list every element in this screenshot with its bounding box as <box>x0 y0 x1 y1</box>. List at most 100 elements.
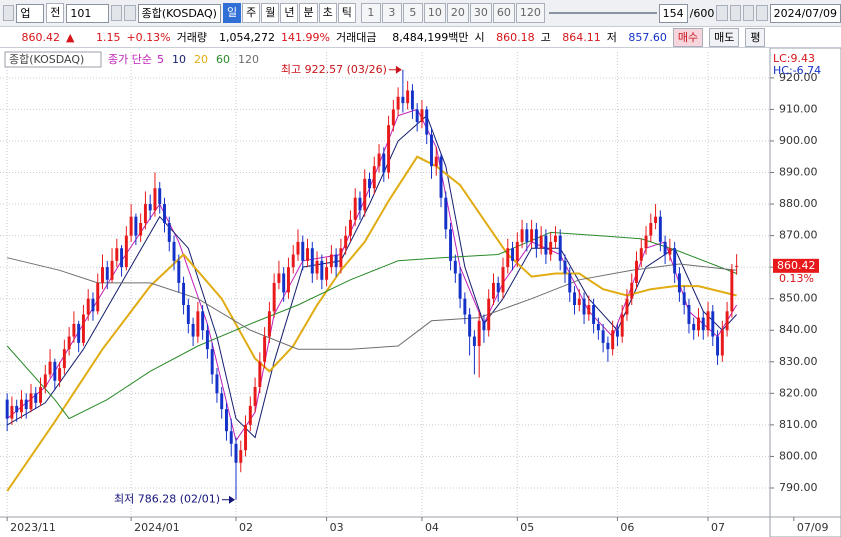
buy-button[interactable]: 매수 <box>672 27 704 47</box>
kind-button[interactable]: 전 <box>46 3 65 23</box>
tool-icon[interactable] <box>729 5 741 21</box>
candle-body <box>482 320 486 331</box>
interval-button[interactable]: 1 <box>360 3 381 23</box>
candle-body <box>596 323 600 331</box>
candle-body <box>487 298 491 331</box>
price-tag-label: 860.42 <box>777 259 816 272</box>
candle-body <box>649 222 653 236</box>
interval-button[interactable]: 120 <box>515 3 545 23</box>
interval-button[interactable]: 3 <box>381 3 402 23</box>
price-axis-panel <box>769 48 841 537</box>
y-tick-label: 800.00 <box>779 449 818 462</box>
y-tick-label: 790.00 <box>779 481 818 494</box>
interval-button[interactable]: 20 <box>446 3 469 23</box>
candle-body <box>630 282 634 299</box>
legend-entry: 20 <box>194 53 208 66</box>
candle-body <box>654 216 658 223</box>
candle-body <box>77 323 81 343</box>
y-tick-label: 850.00 <box>779 292 818 305</box>
y-tick-label: 820.00 <box>779 386 818 399</box>
sound-icon[interactable] <box>124 5 136 21</box>
candle-body <box>706 311 710 331</box>
tool-icon[interactable] <box>742 5 755 21</box>
candle-body <box>449 229 453 261</box>
period-button[interactable]: 초 <box>318 3 337 23</box>
legend-entry: 120 <box>238 53 259 66</box>
y-tick-label: 830.00 <box>779 355 818 368</box>
candle-body <box>248 405 252 425</box>
candle-body <box>24 399 28 410</box>
candle-body <box>19 399 23 413</box>
candle-body <box>410 90 414 110</box>
candle-body <box>229 431 233 444</box>
candle-body <box>139 222 143 236</box>
open: 860.18 <box>496 30 535 44</box>
candle-body <box>320 260 324 280</box>
x-tick-label: 2023/11 <box>10 521 56 534</box>
period-button[interactable]: 년 <box>280 3 299 23</box>
candle-body <box>58 368 62 381</box>
interval-button[interactable]: 60 <box>492 3 515 23</box>
high-label: 고 <box>540 31 551 44</box>
candle-body <box>215 374 219 394</box>
candle-body <box>582 298 586 315</box>
y-tick-label: 880.00 <box>779 197 818 210</box>
interval-button[interactable]: 10 <box>423 3 446 23</box>
annotation: 최저 786.28 (02/01) <box>114 493 220 506</box>
candle-body <box>549 241 553 255</box>
candle-body <box>387 125 391 173</box>
candle-body <box>53 361 57 381</box>
blank-input[interactable] <box>548 12 657 14</box>
chart-background <box>0 48 841 537</box>
candle-body <box>239 450 243 463</box>
period-button[interactable]: 틱 <box>337 3 356 23</box>
eval-button[interactable]: 평 <box>745 27 766 47</box>
tool-icon[interactable] <box>716 5 728 21</box>
candle-body <box>635 260 638 283</box>
legend-entry: 60 <box>216 53 230 66</box>
candle-body <box>158 188 162 205</box>
code-input[interactable]: 101 <box>66 3 109 23</box>
ma-line <box>6 231 737 420</box>
count-input[interactable]: 154 <box>658 3 688 23</box>
x-tick-label: 07 <box>711 521 725 534</box>
market-select[interactable]: 업 <box>16 3 45 23</box>
candle-body <box>458 273 462 299</box>
legend-box <box>4 51 102 68</box>
candle-body <box>267 311 271 337</box>
candle-body <box>668 248 672 255</box>
candle-body <box>730 269 734 312</box>
candle-body <box>62 349 66 369</box>
interval-button[interactable]: 30 <box>469 3 492 23</box>
menu-icon[interactable] <box>3 5 15 21</box>
period-button[interactable]: 분 <box>299 3 318 23</box>
legend-ma-label: 종가 단순 <box>108 53 152 66</box>
date-input[interactable]: 2024/07/09 <box>769 3 841 23</box>
sell-button[interactable]: 매도 <box>709 27 740 47</box>
settings-icon[interactable] <box>756 5 768 21</box>
candle-body <box>573 292 576 306</box>
candle-body <box>625 298 629 315</box>
period-button[interactable]: 월 <box>261 3 280 23</box>
period-button[interactable]: 주 <box>242 3 261 23</box>
candle-body <box>472 336 476 347</box>
candle-body <box>167 222 171 242</box>
period-button[interactable]: 일 <box>222 3 242 23</box>
candle-body <box>425 109 429 135</box>
y-tick-label: 910.00 <box>779 102 818 115</box>
candle-body <box>310 248 314 274</box>
price-tag <box>773 258 819 273</box>
interval-button[interactable]: 5 <box>402 3 423 23</box>
candle-body <box>530 229 534 242</box>
candle-body <box>615 330 619 337</box>
volume: 1,054,272 <box>219 30 276 44</box>
candle-body <box>587 305 591 315</box>
search-icon[interactable] <box>110 5 123 21</box>
hc-label: HC:-6.74 <box>773 64 821 77</box>
candle-body <box>663 241 667 255</box>
change-pct: +0.13% <box>126 30 171 44</box>
candle-body <box>224 409 228 432</box>
chart: 790.00 800.00 810.00 820.00 830.00 840.00 850.… <box>0 48 841 537</box>
x-tick-label: 02 <box>239 521 253 534</box>
